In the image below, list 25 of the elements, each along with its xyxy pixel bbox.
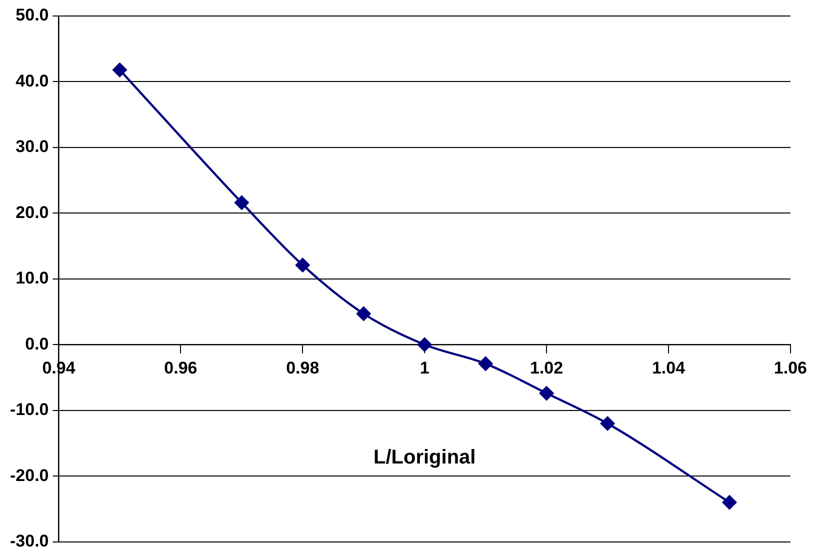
y-tick-label: 20.0 xyxy=(16,202,49,222)
y-tick-label: -30.0 xyxy=(10,531,49,550)
point xyxy=(418,338,432,352)
point xyxy=(356,306,371,321)
point xyxy=(478,356,493,371)
x-tick-label: 1.04 xyxy=(652,358,686,378)
x-tick-label: 1.02 xyxy=(530,358,564,378)
point xyxy=(112,62,127,77)
point xyxy=(722,495,737,510)
y-tick-label: -10.0 xyxy=(10,400,49,420)
x-tick-label: 0.96 xyxy=(164,358,198,378)
point xyxy=(600,416,615,431)
y-tick-label: 40.0 xyxy=(16,71,49,90)
point xyxy=(539,386,554,400)
y-tick-label: 50.0 xyxy=(16,6,49,25)
y-tick-label: -20.0 xyxy=(10,466,49,485)
point xyxy=(234,196,249,210)
y-tick-label: 10.0 xyxy=(16,268,49,288)
x-tick-label: 0.98 xyxy=(286,358,320,378)
point xyxy=(296,258,310,272)
y-tick-label: 30.0 xyxy=(16,137,49,156)
y-tick-label: 0.0 xyxy=(25,334,49,354)
x-tick-label: 1.06 xyxy=(774,358,808,378)
x-tick-label: 1 xyxy=(420,358,430,378)
x-axis-title: L/Loriginal xyxy=(373,446,476,468)
